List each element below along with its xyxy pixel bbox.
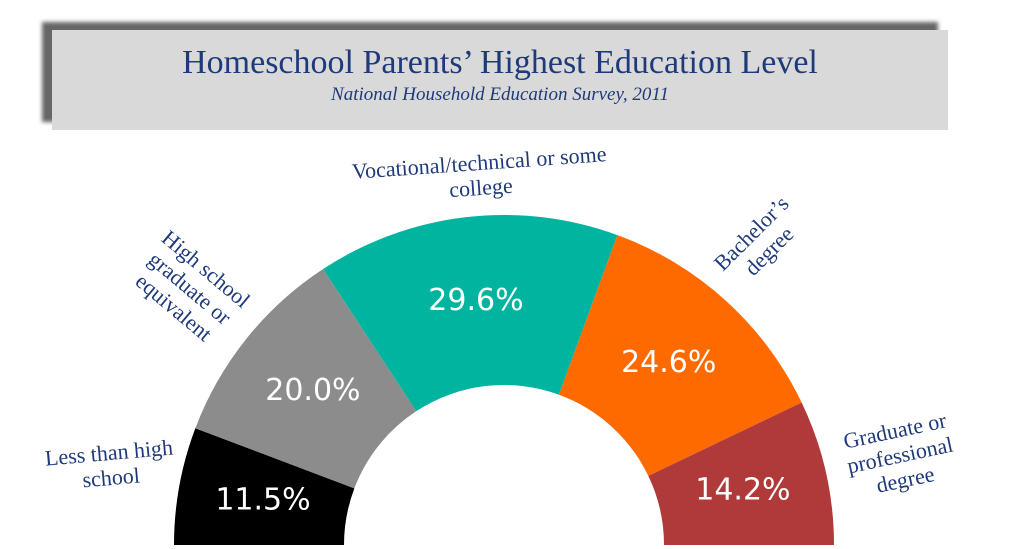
value-label: 11.5% xyxy=(215,482,310,517)
slice xyxy=(174,428,355,545)
value-label: 20.0% xyxy=(265,373,360,408)
value-label: 29.6% xyxy=(428,283,523,318)
chart-title: Homeschool Parents’ Highest Education Le… xyxy=(182,44,818,81)
slice xyxy=(558,235,802,476)
chart-subtitle: National Household Education Survey, 201… xyxy=(331,84,669,105)
value-label: 24.6% xyxy=(621,345,716,380)
slice xyxy=(195,269,417,489)
title-box: Homeschool Parents’ Highest Education Le… xyxy=(52,30,948,130)
slice xyxy=(648,402,834,545)
value-label: 14.2% xyxy=(695,472,790,507)
slice xyxy=(323,214,618,412)
